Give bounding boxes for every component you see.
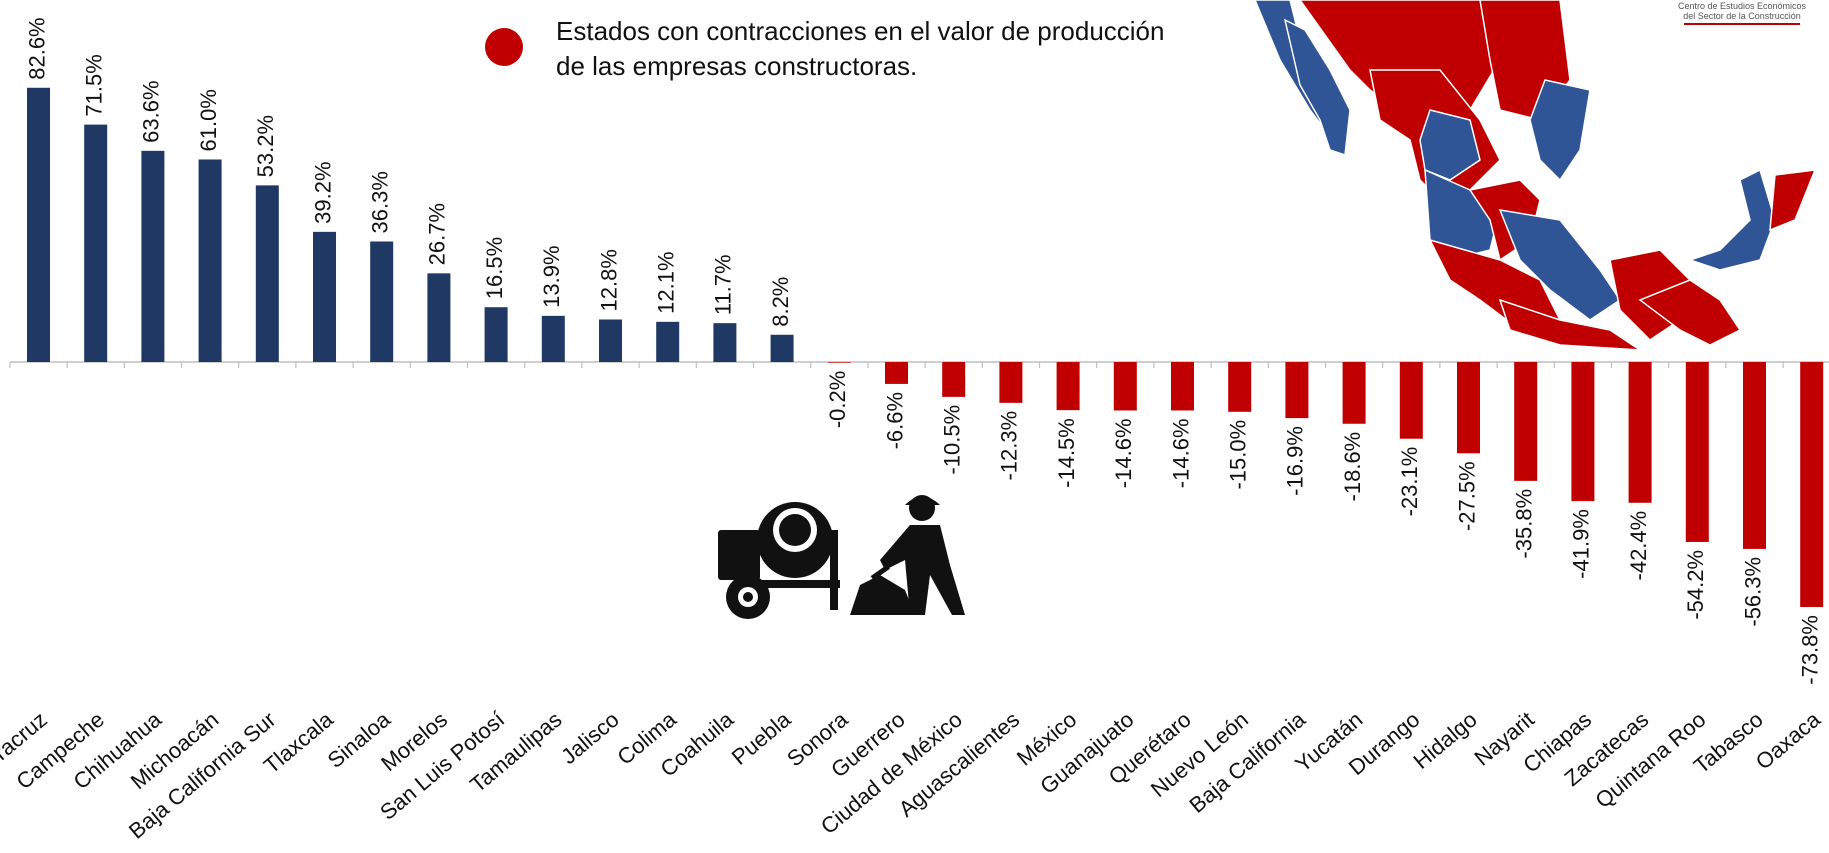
value-label: -10.5% [940, 405, 965, 475]
value-label: 53.2% [253, 115, 278, 177]
bar [427, 273, 451, 362]
value-label: -56.3% [1740, 557, 1765, 627]
bar [1113, 362, 1137, 411]
value-label: 11.7% [711, 254, 736, 315]
bar [198, 159, 222, 362]
bar [541, 315, 565, 362]
bar [1171, 362, 1194, 411]
bar [656, 321, 680, 362]
bar [1342, 362, 1366, 424]
value-label: 63.6% [139, 80, 164, 142]
value-label: -15.0% [1226, 420, 1251, 490]
bar [1514, 362, 1538, 481]
value-label: 61.0% [196, 89, 221, 151]
bar [1399, 362, 1423, 439]
bar [599, 319, 622, 362]
value-label: 71.5% [82, 54, 107, 116]
bar [27, 87, 50, 362]
value-label: -18.6% [1340, 432, 1365, 502]
bar [1571, 362, 1595, 502]
value-label: -23.1% [1397, 447, 1422, 517]
bar [885, 362, 908, 384]
bar [1285, 362, 1309, 419]
bar [255, 185, 279, 362]
value-label: 82.6% [24, 17, 49, 79]
annotation: de las empresas constructoras. [556, 51, 917, 81]
map [1254, 0, 1817, 351]
x-tick-label: Oaxaca [1751, 706, 1826, 774]
value-label: 39.2% [310, 161, 335, 223]
value-label: 16.5% [482, 237, 507, 299]
source: del Sector de la Construcción [1683, 11, 1801, 21]
value-label: -41.9% [1569, 509, 1594, 579]
construction-icon [718, 495, 965, 619]
source: Centro de Estudios Económicos [1678, 1, 1807, 11]
bar [1685, 362, 1709, 542]
value-label: -54.2% [1683, 550, 1708, 620]
value-label: -12.3% [997, 411, 1022, 481]
value-label: 26.7% [425, 203, 450, 265]
value-label: 12.1% [654, 251, 679, 313]
bar [370, 241, 394, 362]
value-label: -0.2% [825, 371, 850, 428]
x-tick-label: Puebla [727, 706, 796, 770]
bar [141, 150, 165, 362]
legend-marker [485, 28, 523, 66]
value-label: 13.9% [539, 245, 564, 307]
x-tick-label: Jalisco [556, 707, 624, 769]
x-tick-label: Hidalgo [1408, 707, 1481, 774]
value-label: -35.8% [1512, 489, 1537, 559]
bar [1457, 362, 1480, 454]
bar [942, 362, 966, 397]
bar [827, 362, 851, 363]
bar [1743, 362, 1766, 549]
value-label: -6.6% [882, 392, 907, 449]
value-label: -16.9% [1283, 426, 1308, 496]
value-label: -14.6% [1168, 418, 1193, 488]
value-label: -14.6% [1111, 418, 1136, 488]
bar [84, 124, 108, 363]
bar [1056, 362, 1080, 411]
value-label: 36.3% [368, 171, 393, 233]
bar [484, 307, 508, 362]
bar [1628, 362, 1652, 503]
bar [713, 323, 737, 362]
bar [1228, 362, 1252, 412]
value-label: -73.8% [1798, 615, 1823, 685]
bar [1800, 362, 1824, 608]
value-label: -27.5% [1454, 461, 1479, 531]
value-label: 8.2% [768, 277, 793, 327]
value-label: -42.4% [1626, 511, 1651, 581]
value-label: 12.8% [596, 249, 621, 311]
value-label: -14.5% [1054, 418, 1079, 488]
bar [999, 362, 1023, 403]
bar [313, 231, 336, 362]
annotation: Estados con contracciones en el valor de… [556, 16, 1164, 46]
bar [770, 334, 794, 362]
